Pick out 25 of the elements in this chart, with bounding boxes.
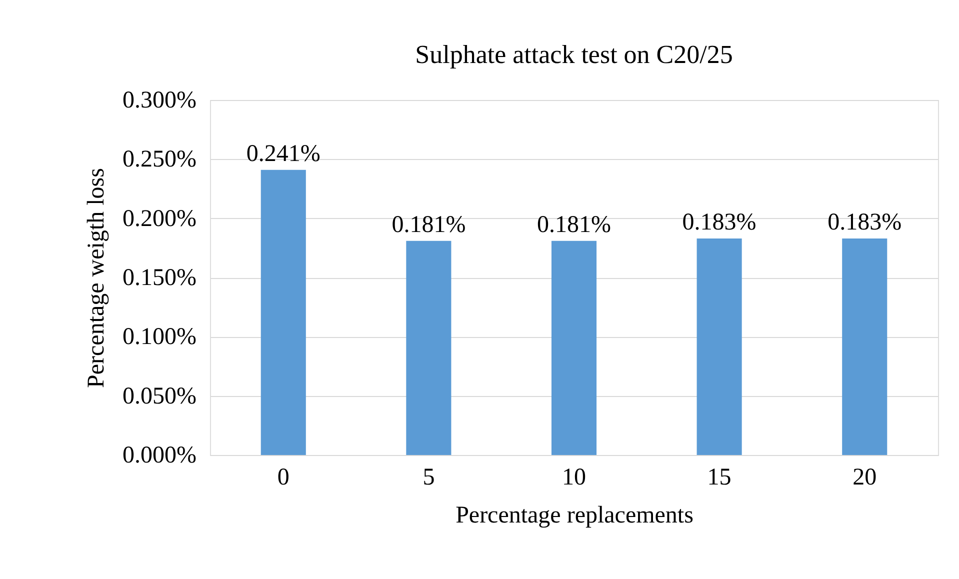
y-tick-label: 0.050%: [122, 383, 196, 410]
y-tick-label: 0.200%: [122, 206, 196, 232]
x-tick-label: 0: [277, 464, 290, 490]
y-axis-title: Percentage weigth loss: [84, 168, 110, 388]
x-tick-label: 20: [852, 464, 877, 490]
data-label: 0.183%: [682, 209, 756, 236]
x-tick-label: 10: [562, 464, 586, 490]
bar: [551, 240, 597, 455]
bar: [260, 170, 306, 455]
y-tick-label: 0.300%: [122, 88, 196, 114]
y-tick-label: 0.150%: [122, 265, 196, 291]
bar: [696, 238, 742, 455]
y-tick-label: 0.000%: [122, 442, 196, 468]
y-tick-label: 0.100%: [122, 324, 196, 350]
chart-title: Sulphate attack test on C20/25: [415, 40, 733, 69]
x-tick-label: 15: [707, 464, 732, 490]
bar: [842, 238, 888, 455]
x-axis-title: Percentage replacements: [456, 502, 694, 528]
x-tick-label: 5: [422, 464, 435, 490]
y-tick-label: 0.250%: [122, 146, 196, 173]
data-label: 0.241%: [246, 140, 320, 167]
data-label: 0.181%: [392, 212, 466, 238]
data-label: 0.183%: [828, 209, 902, 236]
data-label: 0.181%: [537, 212, 611, 238]
bar: [406, 240, 452, 455]
